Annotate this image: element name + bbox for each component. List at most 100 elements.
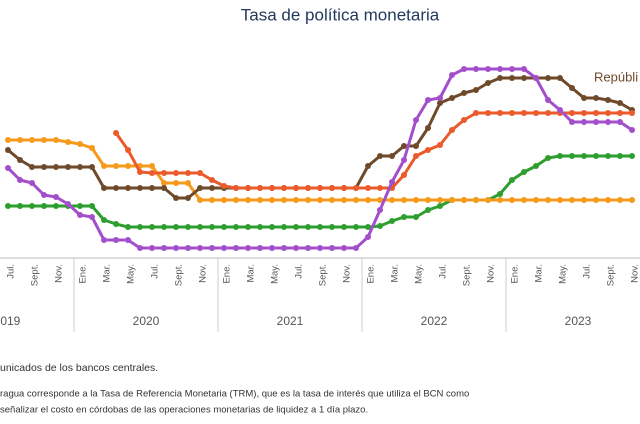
data-point	[545, 197, 551, 203]
chart-title: Tasa de política monetaria	[241, 5, 440, 24]
x-tick-label: Ene.	[510, 264, 521, 284]
data-point	[605, 119, 611, 125]
data-point	[197, 197, 203, 203]
data-point	[113, 237, 119, 243]
data-point	[569, 197, 575, 203]
x-tick-label: Jul.	[150, 264, 161, 279]
data-point	[137, 169, 143, 175]
data-point	[137, 185, 143, 191]
data-point	[65, 164, 71, 170]
data-point	[437, 197, 443, 203]
x-tick-label: Mar.	[534, 264, 545, 282]
note: señalizar el costo en córdobas de las op…	[0, 405, 368, 416]
data-point	[197, 170, 203, 176]
data-point	[125, 163, 131, 169]
data-point	[221, 245, 227, 251]
x-tick-label: Sept.	[30, 264, 41, 286]
data-point	[17, 137, 23, 143]
data-point	[413, 214, 419, 220]
data-point	[209, 245, 215, 251]
data-point	[77, 212, 83, 218]
x-tick-label: Sept.	[318, 264, 329, 286]
data-point	[365, 224, 371, 230]
data-point	[101, 163, 107, 169]
data-point	[209, 177, 215, 183]
data-point	[605, 110, 611, 116]
data-point	[197, 245, 203, 251]
data-point	[473, 110, 479, 116]
data-point	[353, 197, 359, 203]
data-point	[533, 110, 539, 116]
data-point	[221, 197, 227, 203]
data-point	[149, 224, 155, 230]
data-point	[425, 125, 431, 131]
data-point	[437, 142, 443, 148]
data-point	[545, 75, 551, 81]
x-tick-label: Mar.	[246, 264, 257, 282]
data-point	[221, 224, 227, 230]
data-point	[161, 170, 167, 176]
data-point	[365, 197, 371, 203]
data-point	[389, 153, 395, 159]
data-point	[173, 195, 179, 201]
data-point	[53, 164, 59, 170]
data-point	[53, 203, 59, 209]
data-point	[509, 66, 515, 72]
data-point	[569, 110, 575, 116]
series-line	[7, 76, 633, 200]
data-point	[233, 224, 239, 230]
series	[113, 110, 635, 191]
data-point	[77, 141, 83, 147]
data-point	[365, 185, 371, 191]
data-point	[581, 95, 587, 101]
data-point	[497, 110, 503, 116]
data-point	[185, 195, 191, 201]
data-point	[509, 110, 515, 116]
data-point	[521, 110, 527, 116]
data-point	[149, 245, 155, 251]
data-point	[497, 197, 503, 203]
data-point	[293, 245, 299, 251]
data-point	[341, 245, 347, 251]
data-point	[593, 119, 599, 125]
data-point	[557, 197, 563, 203]
data-point	[377, 185, 383, 191]
data-point	[389, 179, 395, 185]
data-point	[629, 153, 635, 159]
data-point	[509, 177, 515, 183]
x-tick-label: May.	[126, 264, 137, 284]
data-point	[629, 197, 635, 203]
x-tick-label: Mar.	[390, 264, 401, 282]
data-point	[149, 163, 155, 169]
data-point	[425, 197, 431, 203]
data-point	[185, 170, 191, 176]
data-point	[581, 119, 587, 125]
data-point	[161, 224, 167, 230]
data-point	[161, 245, 167, 251]
data-point	[17, 157, 23, 163]
data-point	[305, 245, 311, 251]
data-point	[149, 185, 155, 191]
data-point	[377, 207, 383, 213]
data-point	[629, 110, 635, 116]
series	[5, 75, 635, 201]
data-point	[593, 153, 599, 159]
data-point	[89, 145, 95, 151]
series-label: Repúbli	[594, 69, 638, 84]
data-point	[113, 221, 119, 227]
data-point	[5, 203, 11, 209]
data-point	[125, 224, 131, 230]
data-point	[377, 153, 383, 159]
data-point	[581, 153, 587, 159]
data-point	[329, 224, 335, 230]
data-point	[269, 185, 275, 191]
x-tick-label: Nov.	[342, 264, 353, 283]
x-tick-label: Nov.	[198, 264, 209, 283]
data-point	[497, 66, 503, 72]
data-point	[521, 66, 527, 72]
x-tick-label: May.	[558, 264, 569, 284]
data-point	[257, 185, 263, 191]
data-point	[329, 185, 335, 191]
data-point	[485, 80, 491, 86]
